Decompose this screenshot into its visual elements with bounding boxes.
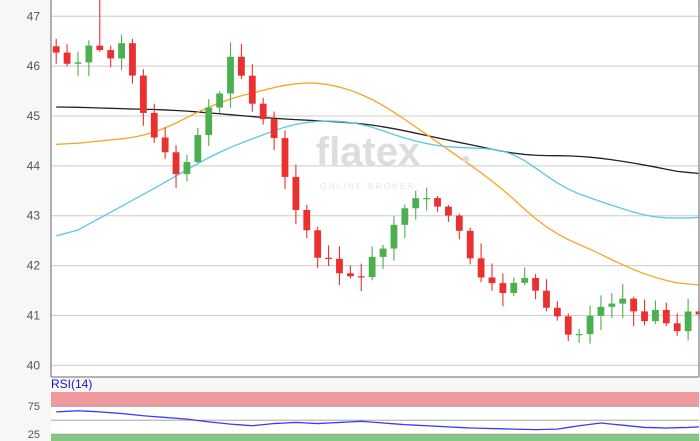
svg-text:44: 44 (27, 159, 41, 173)
svg-text:47: 47 (27, 9, 41, 23)
svg-text:43: 43 (27, 209, 41, 223)
svg-text:RSI(14): RSI(14) (51, 377, 92, 391)
svg-text:41: 41 (27, 308, 41, 322)
svg-text:flatex: flatex (316, 130, 421, 174)
svg-text:45: 45 (27, 109, 41, 123)
svg-text:ONLINE BROKER: ONLINE BROKER (320, 181, 416, 191)
svg-text:25: 25 (28, 429, 40, 441)
svg-text:40: 40 (27, 358, 41, 372)
svg-text:46: 46 (27, 59, 41, 73)
svg-text:42: 42 (27, 259, 41, 273)
svg-text:75: 75 (28, 401, 40, 413)
